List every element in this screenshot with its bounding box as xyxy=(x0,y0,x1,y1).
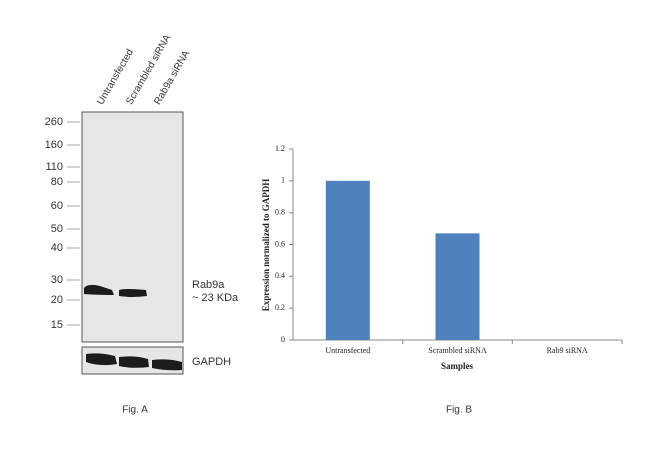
band xyxy=(119,356,149,368)
band-size: ~ 23 KDa xyxy=(192,292,239,304)
marker-label: 260 xyxy=(45,116,63,128)
marker-label: 80 xyxy=(51,176,63,188)
y-tick-label: 1 xyxy=(281,176,285,185)
marker-label: 30 xyxy=(51,274,63,286)
y-tick-label: 0.8 xyxy=(275,207,285,216)
y-axis-label: Expression normalized to GAPDH xyxy=(261,179,271,312)
band xyxy=(84,284,114,295)
caption: Fig. A xyxy=(122,405,148,416)
marker-label: 60 xyxy=(51,200,63,212)
bar xyxy=(325,180,370,340)
y-tick-label: 1.2 xyxy=(275,144,285,153)
band xyxy=(152,359,182,371)
band xyxy=(119,289,147,297)
x-axis-label: Samples xyxy=(441,361,474,371)
y-tick-label: 0.4 xyxy=(275,271,285,280)
marker-label: 50 xyxy=(51,223,63,235)
blot-panel xyxy=(81,111,184,343)
control-label: GAPDH xyxy=(192,356,231,368)
y-tick-label: 0 xyxy=(281,335,285,344)
marker-label: 15 xyxy=(51,319,63,331)
bar xyxy=(435,233,480,340)
marker-label: 20 xyxy=(51,294,63,306)
band-label: Rab9a xyxy=(192,279,225,291)
marker-label: 110 xyxy=(45,161,63,173)
x-tick-label: Scrambled siRNA xyxy=(428,346,487,355)
marker-label: 40 xyxy=(51,242,63,254)
marker-label: 160 xyxy=(45,139,63,151)
y-tick-label: 0.6 xyxy=(275,239,285,248)
x-tick-label: Untransfected xyxy=(325,346,370,355)
y-tick-label: 0.2 xyxy=(275,303,285,312)
caption: Fig. B xyxy=(446,405,472,416)
x-tick-label: Rab9 siRNA xyxy=(547,346,588,355)
band xyxy=(86,353,117,366)
